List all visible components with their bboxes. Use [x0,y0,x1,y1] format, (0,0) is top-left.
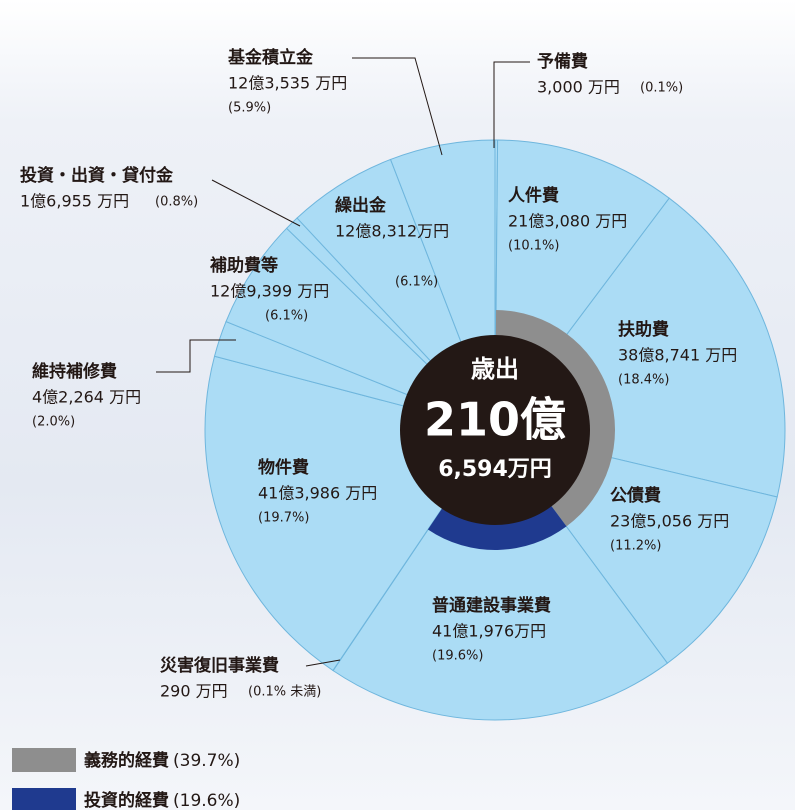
legend-percent: (19.6%) [173,791,240,810]
legend-swatch [12,788,76,810]
category-label: 基金積立金 [227,47,314,68]
category-label: 災害復旧事業費 [160,655,279,676]
percent-label: (6.1%) [265,309,308,324]
value-label: 1億6,955 万円 [20,192,129,211]
value-label: 38億8,741 万円 [618,346,737,365]
legend-swatch [12,748,76,772]
value-label: 3,000 万円 [537,78,620,97]
category-label: 公債費 [610,485,661,506]
legend-percent: (39.7%) [173,751,240,771]
percent-label: (0.1%) [640,81,683,96]
value-label: 21億3,080 万円 [508,212,627,231]
category-label: 扶助費 [618,319,669,340]
percent-label: (19.6%) [432,649,483,664]
center-label: 6,594万円 [438,457,552,482]
category-label: 人件費 [508,185,559,206]
value-label: 41億1,976万円 [432,622,546,641]
value-label: 290 万円 [160,682,228,701]
value-label: 4億2,264 万円 [32,388,141,407]
category-label: 繰出金 [335,195,387,216]
percent-label: (6.1%) [395,275,438,290]
category-label: 予備費 [537,51,588,72]
percent-label: (18.4%) [618,373,669,388]
percent-label: (2.0%) [32,415,75,430]
center-label: 歳出 [471,355,519,383]
percent-label: (0.1% 未満) [248,685,321,700]
legend-label: 義務的経費 [84,750,169,771]
percent-label: (11.2%) [610,539,661,554]
percent-label: (5.9%) [228,101,271,116]
category-label: 維持補修費 [32,361,117,382]
category-label: 投資・出資・貸付金 [20,165,174,186]
category-label: 補助費等 [209,255,278,276]
value-label: 23億5,056 万円 [610,512,729,531]
value-label: 12億8,312万円 [335,222,449,241]
category-label: 物件費 [258,457,309,478]
value-label: 41億3,986 万円 [258,484,377,503]
value-label: 12億9,399 万円 [210,282,329,301]
percent-label: (10.1%) [508,239,559,254]
percent-label: (0.8%) [155,195,198,210]
category-label: 普通建設事業費 [432,595,551,616]
value-label: 12億3,535 万円 [228,74,347,93]
chart: 歳出 210億 6,594万円 予備費 3,000 万円 (0.1%) 人件費 21億3,0… [0,0,795,810]
legend-label: 投資的経費 [84,790,169,810]
percent-label: (19.7%) [258,511,309,526]
center-label: 210億 [424,393,566,447]
